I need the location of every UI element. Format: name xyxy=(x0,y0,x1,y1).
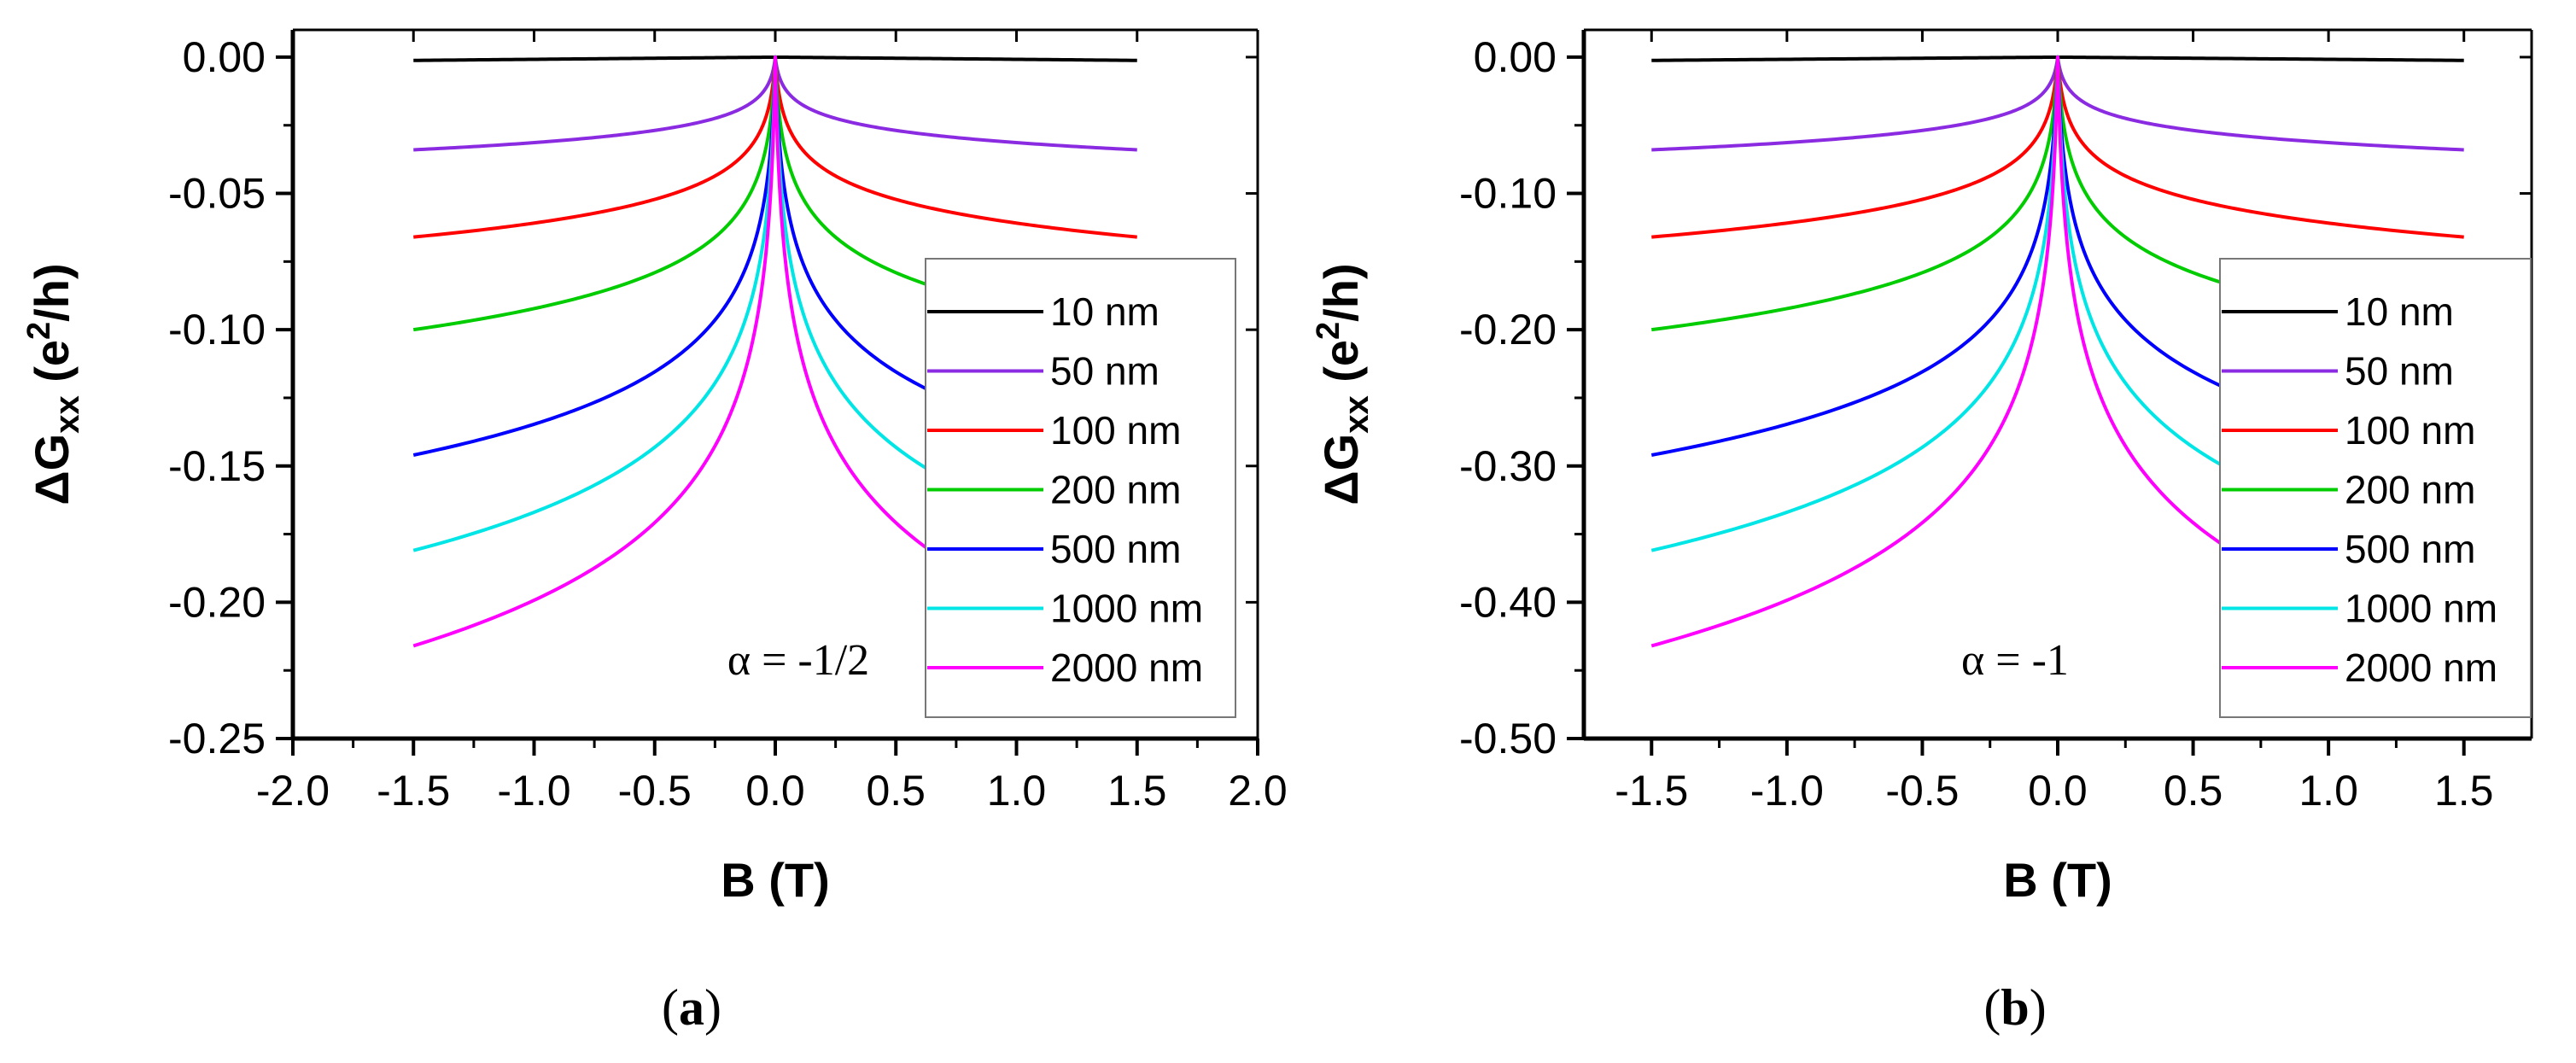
series-line-2000-nm xyxy=(412,55,1138,648)
y-axis-title-open: (e xyxy=(1314,340,1368,395)
panel-caption: (b) xyxy=(1983,979,2046,1036)
y-axis-title-open: (e xyxy=(25,340,79,395)
series-group xyxy=(412,55,1138,648)
y-tick-label: -0.10 xyxy=(168,306,266,353)
x-axis-title: B (T) xyxy=(721,853,830,907)
x-tick-label: 0.5 xyxy=(2164,767,2223,815)
x-tick-label: 0.0 xyxy=(2028,767,2088,815)
y-tick-label: 0.00 xyxy=(1474,33,1557,81)
y-axis-title-superscript: 2 xyxy=(1311,322,1346,340)
x-tick-label: 0.5 xyxy=(866,767,926,815)
legend-label: 100 nm xyxy=(2345,408,2475,453)
legend-label: 2000 nm xyxy=(2345,645,2497,690)
x-tick-label: 1.0 xyxy=(987,767,1047,815)
panel-caption: (a) xyxy=(662,979,721,1036)
x-tick-label: -1.0 xyxy=(1750,767,1824,815)
chart-panel-a: -2.0 -1.5 -1.0 -0.5 0.0 0.5 1.0 1.5 2.0 0.00 -0.05… xyxy=(21,28,1288,1036)
y-tick-label: 0.00 xyxy=(183,33,266,81)
y-axis-title-delta: ΔG xyxy=(1314,434,1368,505)
x-tick-label: 1.0 xyxy=(2299,767,2358,815)
y-tick-label: -0.05 xyxy=(168,170,266,218)
y-axis-title-subscript: xx xyxy=(1338,395,1376,434)
legend-label: 50 nm xyxy=(2345,349,2454,394)
y-tick-label: -0.10 xyxy=(1459,170,1557,218)
panel-caption-close: ) xyxy=(2030,979,2047,1036)
alpha-annotation: α = -1 xyxy=(1961,636,2069,685)
y-tick-label: -0.25 xyxy=(168,715,266,762)
y-axis-title: ΔGxx (e2/h) xyxy=(1311,263,1376,505)
panel-caption-open: ( xyxy=(662,979,679,1036)
legend-label: 200 nm xyxy=(1050,468,1181,512)
legend-label: 500 nm xyxy=(1050,527,1181,571)
x-tick-label: 1.5 xyxy=(1107,767,1167,815)
x-axis-title: B (T) xyxy=(2003,853,2112,907)
panel-caption-close: ) xyxy=(704,979,721,1036)
y-axis-title: ΔGxx (e2/h) xyxy=(21,263,86,505)
legend-label: 50 nm xyxy=(1050,349,1159,394)
y-ticks: 0.00 -0.05 -0.10 -0.15 -0.20 -0.25 xyxy=(168,33,1258,762)
legend-label: 1000 nm xyxy=(1050,587,1203,631)
x-tick-label: -0.5 xyxy=(1885,767,1959,815)
legend: 10 nm 50 nm 100 nm 200 nm 500 nm 1000 nm 2000 … xyxy=(2219,258,2532,718)
x-tick-label: -0.5 xyxy=(618,767,692,815)
y-tick-label: -0.20 xyxy=(1459,306,1557,353)
panel-caption-letter: b xyxy=(2001,979,2029,1036)
legend-label: 10 nm xyxy=(2345,289,2454,334)
y-axis-title-close: /h) xyxy=(25,263,79,321)
y-tick-label: -0.40 xyxy=(1459,578,1557,626)
x-tick-label: -1.5 xyxy=(377,767,450,815)
y-tick-label: -0.20 xyxy=(168,578,266,626)
y-axis-title-close: /h) xyxy=(1314,263,1368,321)
panel-caption-letter: a xyxy=(679,979,704,1036)
legend-label: 500 nm xyxy=(2345,527,2475,571)
x-tick-label: -1.5 xyxy=(1615,767,1688,815)
x-tick-label: 1.5 xyxy=(2434,767,2494,815)
y-axis-title-delta: ΔG xyxy=(25,434,79,505)
alpha-annotation: α = -1/2 xyxy=(727,636,869,685)
y-tick-label: -0.30 xyxy=(1459,442,1557,490)
x-ticks: -2.0 -1.5 -1.0 -0.5 0.0 0.5 1.0 1.5 2.0 xyxy=(256,30,1288,815)
x-tick-label: -1.0 xyxy=(497,767,570,815)
legend-label: 10 nm xyxy=(1050,289,1159,334)
legend-label: 100 nm xyxy=(1050,408,1181,453)
y-axis-title-superscript: 2 xyxy=(21,322,57,340)
chart-panel-b: -1.5 -1.0 -0.5 0.0 0.5 1.0 1.5 0.00 -0.10 -0.20 -0… xyxy=(1311,28,2533,1036)
legend-label: 2000 nm xyxy=(1050,645,1203,690)
x-ticks: -1.5 -1.0 -0.5 0.0 0.5 1.0 1.5 xyxy=(1615,30,2493,815)
y-axis-title-subscript: xx xyxy=(49,395,86,434)
y-ticks: 0.00 -0.10 -0.20 -0.30 -0.40 -0.50 xyxy=(1459,33,2532,762)
y-tick-label: -0.15 xyxy=(168,442,266,490)
legend-label: 200 nm xyxy=(2345,468,2475,512)
x-tick-label: 0.0 xyxy=(745,767,805,815)
legend-label: 1000 nm xyxy=(2345,587,2497,631)
x-tick-label: 2.0 xyxy=(1228,767,1288,815)
y-tick-label: -0.50 xyxy=(1459,715,1557,762)
legend: 10 nm 50 nm 100 nm 200 nm 500 nm 1000 nm 2000 … xyxy=(925,258,1236,718)
x-tick-label: -2.0 xyxy=(256,767,330,815)
panel-caption-open: ( xyxy=(1983,979,2001,1036)
